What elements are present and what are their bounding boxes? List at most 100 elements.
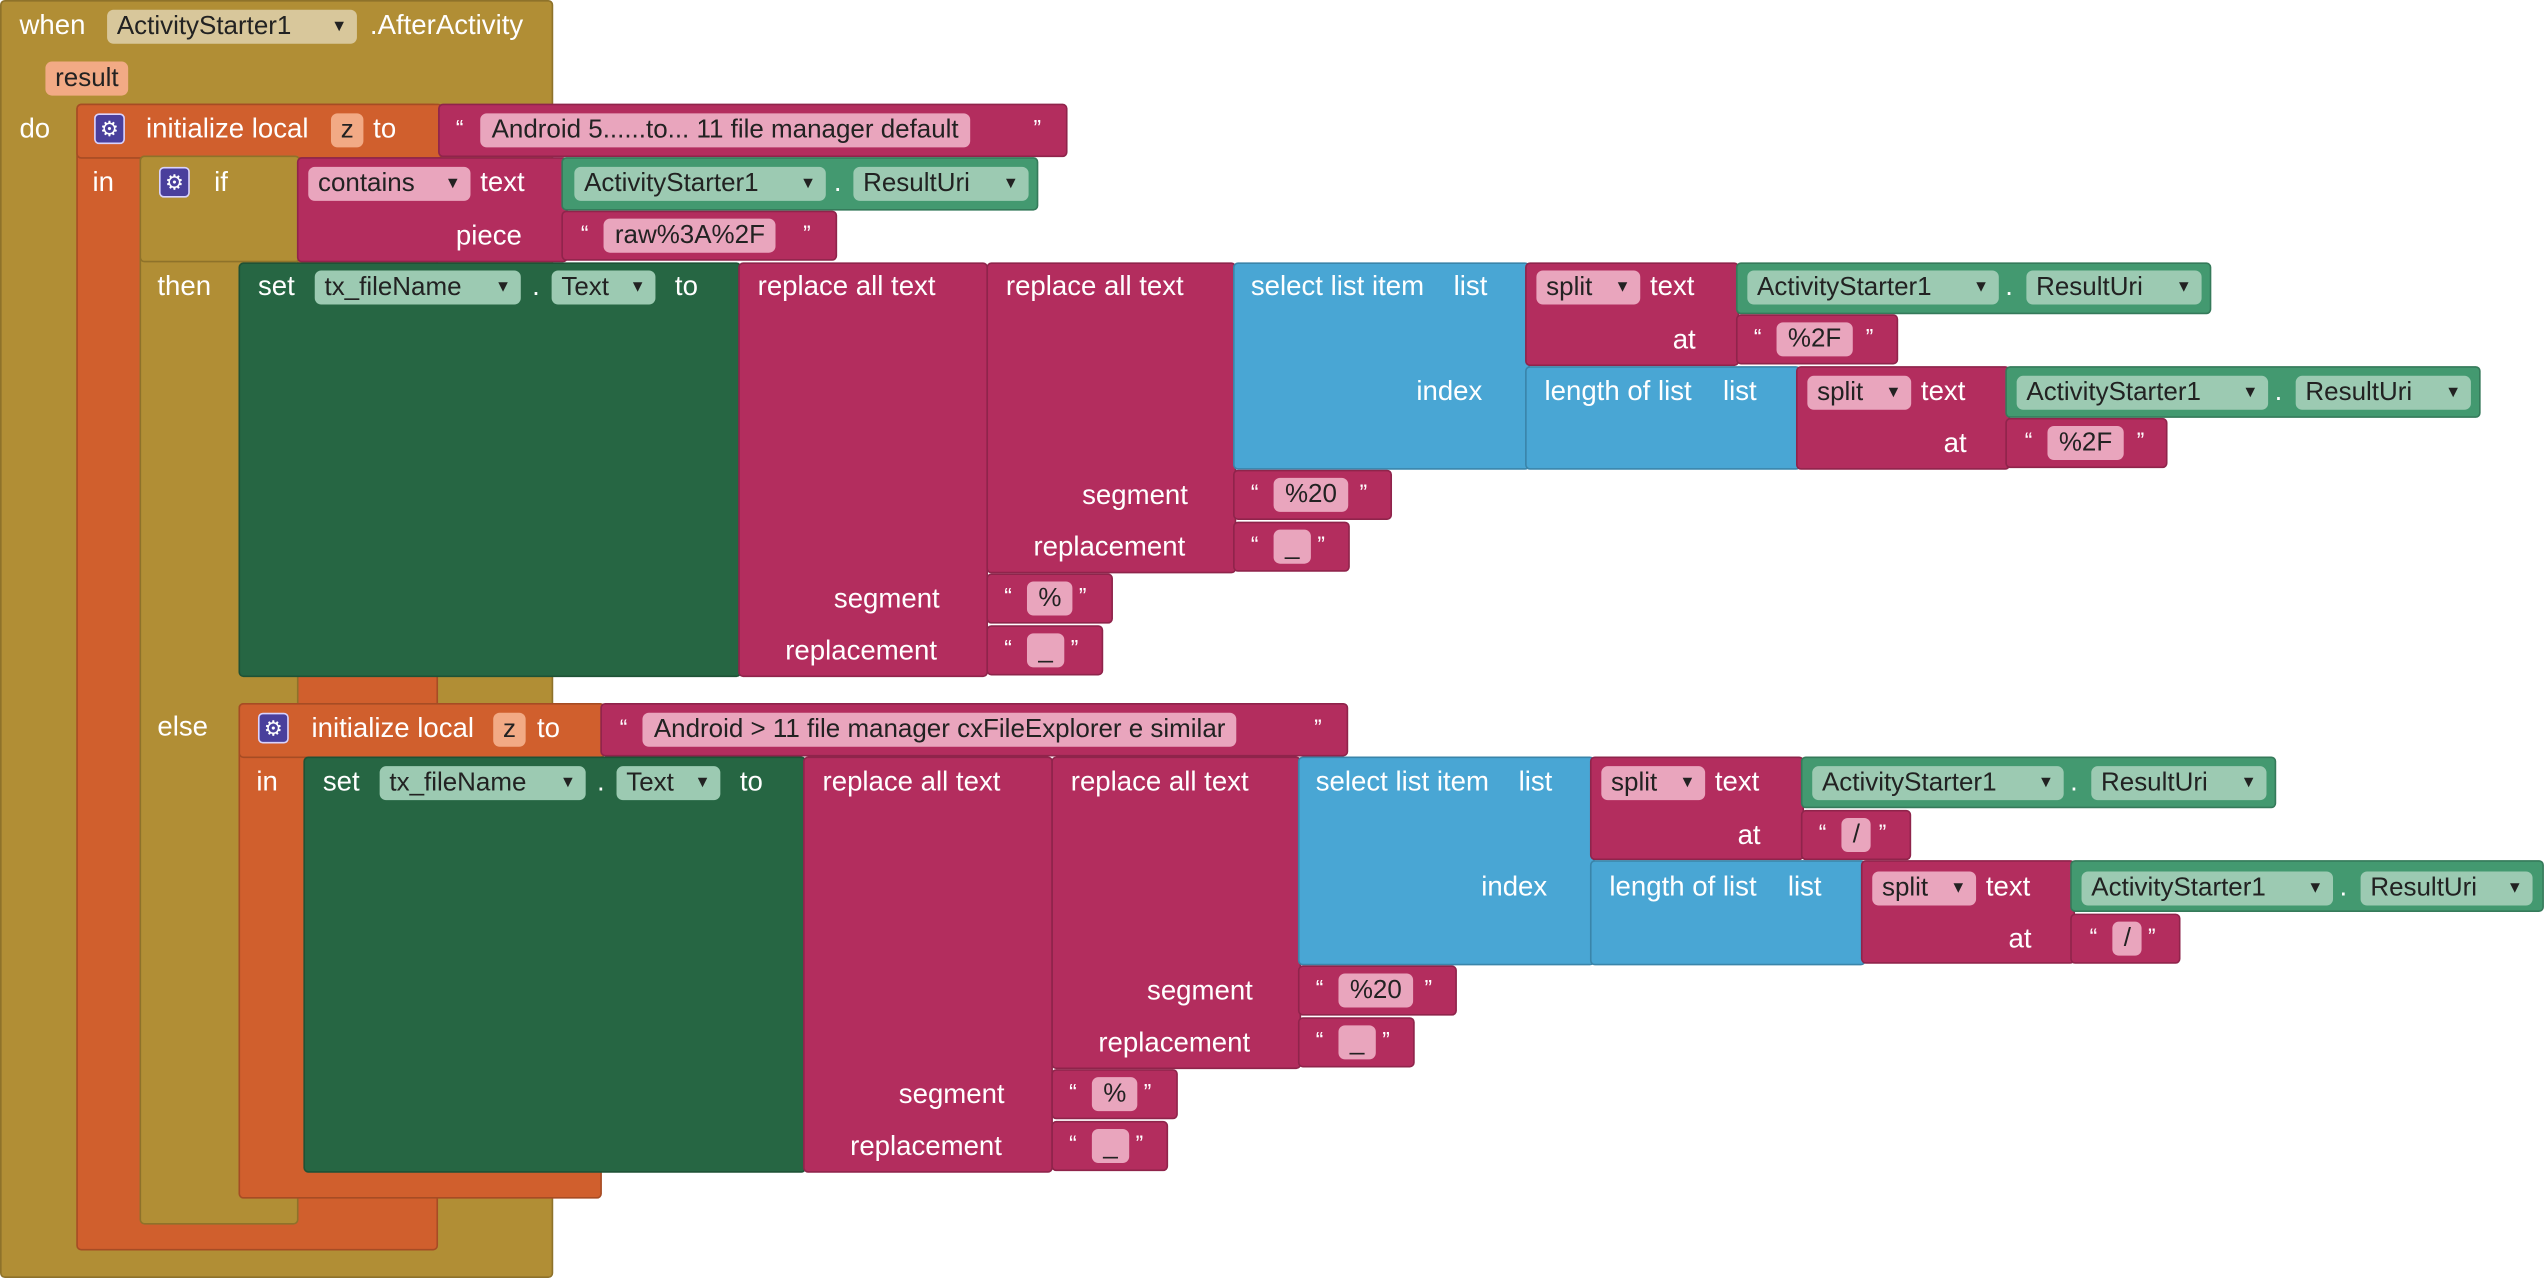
length-of-list-label: length of list: [1609, 871, 1757, 903]
param-result[interactable]: result: [45, 61, 129, 96]
chevron-down-icon: ▼: [444, 174, 461, 193]
property-dropdown[interactable]: ResultUri ▼: [2026, 270, 2202, 305]
replace-all-inner-block[interactable]: [986, 262, 1237, 574]
replacement-label: replacement: [785, 634, 938, 666]
property-dropdown[interactable]: ResultUri ▼: [2360, 871, 2533, 906]
in-label: in: [92, 166, 114, 198]
getter-dot: .: [833, 166, 842, 198]
component-dropdown[interactable]: ActivityStarter1 ▼: [2081, 871, 2334, 906]
list-label: list: [1518, 766, 1553, 797]
string-value[interactable]: raw%3A%2F: [603, 218, 777, 253]
initialize-local-label: initialize local: [311, 712, 475, 744]
chevron-down-icon: ▼: [2242, 383, 2259, 402]
string-value[interactable]: _: [1338, 1025, 1376, 1060]
property-dropdown[interactable]: Text ▼: [551, 270, 656, 305]
string-value[interactable]: %20: [1338, 973, 1414, 1008]
replace-all-label: replace all text: [1070, 766, 1249, 797]
chevron-down-icon: ▼: [494, 278, 512, 297]
length-of-list-block[interactable]: [1525, 366, 1801, 470]
property-dropdown[interactable]: Text ▼: [616, 766, 721, 801]
string-value[interactable]: %: [1091, 1077, 1138, 1112]
chevron-down-icon: ▼: [799, 174, 817, 193]
split-dropdown[interactable]: split ▼: [1807, 375, 1912, 410]
quote-close: ”: [1359, 479, 1368, 506]
list-label: list: [1453, 270, 1488, 302]
string-value[interactable]: _: [1026, 633, 1065, 668]
chevron-down-icon: ▼: [1002, 174, 1019, 193]
replacement-label: replacement: [850, 1130, 1002, 1162]
select-list-item-label: select list item: [1250, 270, 1425, 302]
local-var-name[interactable]: z: [330, 113, 364, 148]
gear-icon[interactable]: ⚙: [158, 166, 190, 198]
split-dropdown[interactable]: split ▼: [1872, 871, 1977, 906]
string-value[interactable]: Android > 11 file manager cxFileExplorer…: [642, 712, 1237, 747]
segment-label: segment: [833, 583, 940, 614]
replace-all-label: replace all text: [822, 766, 1001, 797]
component-dropdown[interactable]: ActivityStarter1 ▼: [2016, 375, 2269, 410]
select-list-item-block[interactable]: [1297, 756, 1595, 966]
quote-open: “: [1315, 1026, 1324, 1053]
setter-dot: .: [532, 270, 540, 302]
quote-open: “: [1818, 819, 1827, 846]
component-dropdown[interactable]: ActivityStarter1 ▼: [574, 166, 826, 201]
else-keyword: else: [157, 711, 208, 742]
when-keyword: when: [19, 9, 86, 41]
string-value[interactable]: %: [1026, 581, 1073, 616]
getter-dot: .: [2274, 375, 2283, 407]
quote-close: ”: [803, 220, 811, 247]
chevron-down-icon: ▼: [559, 774, 576, 793]
quote-open: “: [455, 115, 464, 141]
quote-open: “: [1004, 583, 1012, 610]
set-keyword: set: [257, 270, 295, 302]
contains-text-label: text: [480, 166, 525, 198]
property-dropdown[interactable]: ResultUri ▼: [2295, 375, 2471, 410]
string-value[interactable]: _: [1091, 1129, 1130, 1164]
split-text-label: text: [1985, 871, 2031, 903]
list-label: list: [1722, 375, 1757, 407]
local-var-name[interactable]: z: [493, 712, 526, 747]
set-component-block[interactable]: [238, 262, 742, 678]
segment-label: segment: [898, 1078, 1005, 1110]
replace-all-inner-block[interactable]: [1051, 756, 1302, 1070]
split-dropdown[interactable]: split ▼: [1601, 766, 1706, 801]
contains-dropdown[interactable]: contains ▼: [308, 166, 471, 201]
then-keyword: then: [157, 270, 212, 302]
component-dropdown[interactable]: tx_fileName ▼: [379, 766, 586, 801]
length-of-list-label: length of list: [1544, 375, 1692, 407]
length-of-list-block[interactable]: [1589, 860, 1866, 966]
setter-dot: .: [597, 766, 605, 797]
string-value[interactable]: /: [1841, 817, 1872, 853]
quote-close: ”: [1424, 975, 1433, 1002]
set-component-block[interactable]: [303, 756, 807, 1173]
property-dropdown[interactable]: ResultUri ▼: [853, 166, 1029, 201]
index-label: index: [1416, 375, 1483, 407]
component-dropdown[interactable]: ActivityStarter1 ▼: [1812, 766, 2064, 801]
quote-open: “: [619, 714, 628, 741]
chevron-down-icon: ▼: [629, 278, 646, 297]
string-value[interactable]: /: [2112, 921, 2143, 956]
do-label: do: [19, 113, 51, 145]
quote-open: “: [1753, 323, 1762, 350]
component-dropdown[interactable]: ActivityStarter1 ▼: [1747, 270, 1999, 305]
component-dropdown[interactable]: ActivityStarter1 ▼: [107, 9, 357, 44]
at-label: at: [2008, 923, 2032, 955]
gear-icon[interactable]: ⚙: [257, 712, 289, 744]
replace-all-outer-block[interactable]: [738, 262, 989, 678]
string-value[interactable]: _: [1273, 529, 1311, 564]
gear-icon[interactable]: ⚙: [94, 113, 125, 145]
string-value[interactable]: %20: [1273, 477, 1349, 512]
chevron-down-icon: ▼: [1885, 383, 1902, 402]
at-label: at: [1737, 819, 1761, 851]
quote-open: “: [1315, 975, 1324, 1002]
string-value[interactable]: Android 5......to... 11 file manager def…: [480, 113, 970, 148]
split-dropdown[interactable]: split ▼: [1536, 270, 1641, 305]
string-value[interactable]: %2F: [2047, 426, 2124, 461]
quote-open: “: [1069, 1130, 1077, 1157]
property-dropdown[interactable]: ResultUri ▼: [2091, 766, 2267, 801]
string-value[interactable]: %2F: [1776, 322, 1853, 357]
component-dropdown[interactable]: tx_fileName ▼: [314, 270, 521, 305]
quote-close: ”: [1070, 634, 1079, 661]
initialize-local-label: initialize local: [146, 113, 309, 145]
chevron-down-icon: ▼: [2307, 879, 2324, 898]
